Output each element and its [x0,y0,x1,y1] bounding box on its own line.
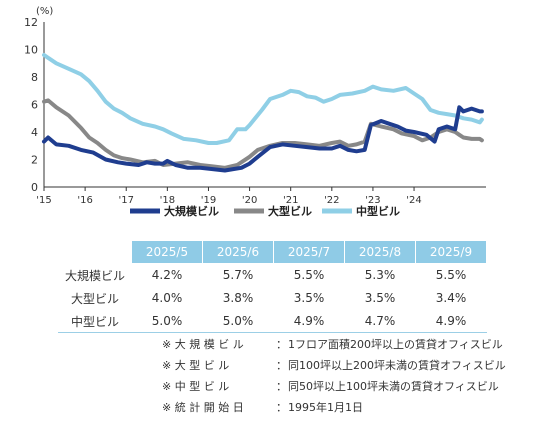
footnote-text: 同50坪以上100坪未満の賃貸オフィスビル [288,380,499,393]
legend: 大規模ビル 大型ビル 中型ビル [130,204,400,218]
y-tick-label: 12 [24,16,38,29]
column-header: 2025/6 [202,240,274,264]
footnote-label: ※ 大 型 ビ ル [162,359,230,372]
x-tick-label: '20 [242,195,257,206]
legend-label: 大規模ビル [164,204,219,218]
x-tick-label: '24 [406,195,421,206]
x-axis: '15 '16 '17 '18 '19 '20 '21 '22 '23 '24 [36,186,486,206]
footnote: ※ 大 規 模 ビ ル ： 1フロア面積200坪以上の賃貸オフィスビル [162,334,506,355]
table-cell: 5.5% [415,263,487,287]
row-label: 中型ビル [58,309,132,333]
row-label: 大型ビル [58,286,132,310]
footnote: ※ 中 型 ビ ル ： 同50坪以上100坪未満の賃貸オフィスビル [162,376,506,397]
vacancy-rate-chart: (%) 0 2 4 6 8 10 12 '15 '16 '17 '18 '19 '20 '21 '22 '2… [24,6,486,218]
row-label: 大規模ビル [58,263,132,287]
footnote-separator: ： [276,359,287,372]
series-lines [42,53,484,173]
table-row: 大型ビル 4.0% 3.8% 3.5% 3.5% 3.4% [58,286,487,310]
x-tick-label: '22 [324,195,339,206]
x-tick-label: '16 [77,195,92,206]
y-tick-label: 4 [31,126,38,139]
x-tick-label: '19 [201,195,216,206]
series-line-1 [42,105,484,173]
x-tick-label: '17 [118,195,133,206]
table-header-row: 2025/5 2025/6 2025/7 2025/8 2025/9 [58,240,487,264]
legend-label: 大型ビル [268,204,312,218]
table-cell: 3.5% [344,286,416,310]
vacancy-table: 2025/5 2025/6 2025/7 2025/8 2025/9 大規模ビル… [58,240,487,333]
legend-label: 中型ビル [356,204,400,218]
table-corner [58,240,132,264]
x-tick-label: '21 [283,195,298,206]
table-cell: 5.0% [202,309,274,333]
table-row: 中型ビル 5.0% 5.0% 4.9% 4.7% 4.9% [58,309,487,333]
footnote-separator: ： [276,401,287,414]
footnote-separator: ： [276,338,287,351]
y-unit-label: (%) [36,6,53,17]
footnote-separator: ： [276,380,287,393]
y-tick-label: 6 [31,99,38,112]
table-cell: 3.4% [415,286,487,310]
footnote-label: ※ 中 型 ビ ル [162,380,230,393]
y-tick-label: 0 [31,181,38,194]
column-header: 2025/7 [273,240,345,264]
footnote-label: ※ 統 計 開 始 日 [162,401,244,414]
table-cell: 4.2% [131,263,203,287]
table-cell: 3.5% [273,286,345,310]
column-header: 2025/9 [415,240,487,264]
footnotes: ※ 大 規 模 ビ ル ： 1フロア面積200坪以上の賃貸オフィスビル ※ 大 … [162,334,506,418]
y-tick-label: 10 [24,44,38,57]
footnote: ※ 大 型 ビ ル ： 同100坪以上200坪未満の賃貸オフィスビル [162,355,506,376]
table-cell: 5.5% [273,263,345,287]
x-tick-label: '18 [160,195,175,206]
footnote: ※ 統 計 開 始 日 ： 1995年1月1日 [162,397,506,418]
table-cell: 5.3% [344,263,416,287]
table-cell: 4.7% [344,309,416,333]
footnote-text: 同100坪以上200坪未満の賃貸オフィスビル [288,359,506,372]
column-header: 2025/5 [131,240,203,264]
footnote-label: ※ 大 規 模 ビ ル [162,338,244,351]
x-tick-label: '15 [36,195,51,206]
footnote-text: 1995年1月1日 [288,401,363,414]
table-cell: 5.0% [131,309,203,333]
series-line-3 [42,53,484,145]
table-cell: 4.9% [273,309,345,333]
table-cell: 4.9% [415,309,487,333]
table-row: 大規模ビル 4.2% 5.7% 5.5% 5.3% 5.5% [58,263,487,287]
y-tick-label: 2 [31,154,38,167]
table-cell: 5.7% [202,263,274,287]
footnote-text: 1フロア面積200坪以上の賃貸オフィスビル [288,338,503,351]
table-cell: 4.0% [131,286,203,310]
x-tick-label: '23 [365,195,380,206]
y-axis: 0 2 4 6 8 10 12 [24,16,45,194]
y-tick-label: 8 [31,71,38,84]
table-cell: 3.8% [202,286,274,310]
column-header: 2025/8 [344,240,416,264]
